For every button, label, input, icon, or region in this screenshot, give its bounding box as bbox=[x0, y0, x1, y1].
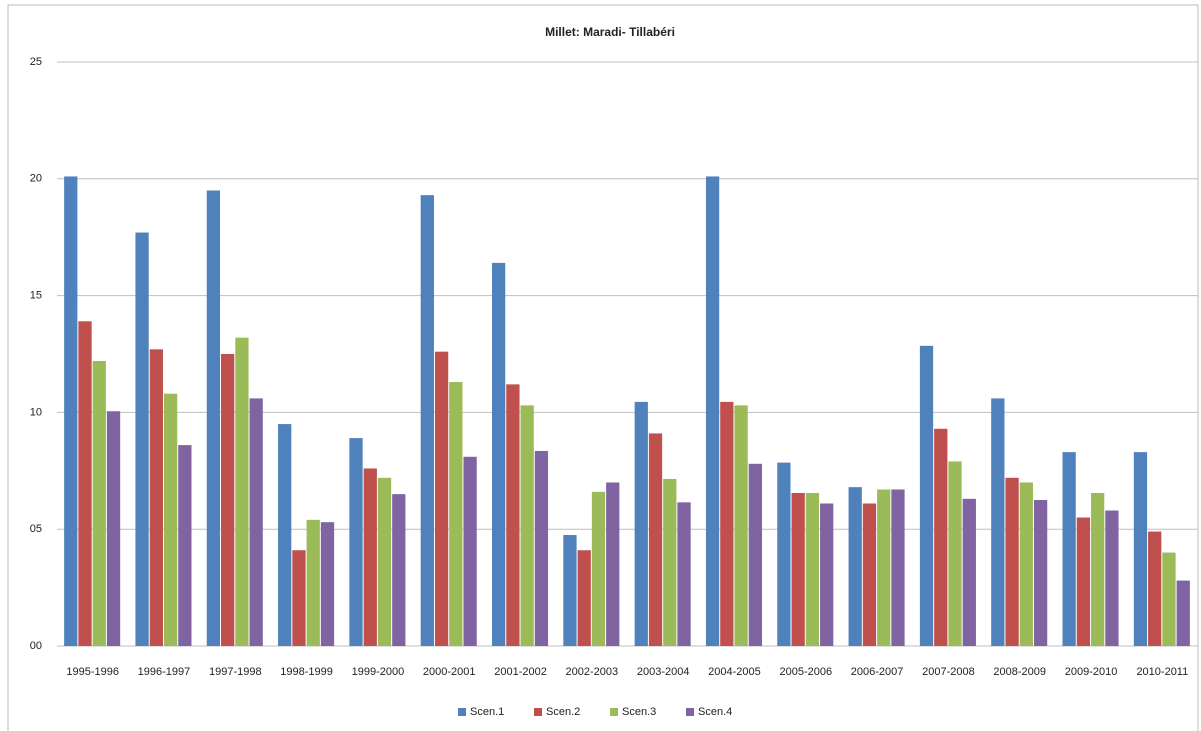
bar bbox=[1105, 510, 1119, 646]
bar bbox=[1019, 482, 1033, 646]
x-tick-label: 2008-2009 bbox=[993, 666, 1046, 678]
bar bbox=[178, 445, 192, 646]
legend-label: Scen.2 bbox=[546, 706, 580, 718]
bar bbox=[163, 393, 178, 646]
legend-label: Scen.4 bbox=[698, 706, 732, 718]
bar bbox=[791, 492, 805, 646]
bar bbox=[135, 232, 149, 646]
x-tick-label: 2009-2010 bbox=[1065, 666, 1118, 678]
bar bbox=[1005, 477, 1019, 646]
bar bbox=[492, 262, 506, 646]
bar bbox=[648, 433, 663, 646]
x-tick-label: 2004-2005 bbox=[708, 666, 761, 678]
bar bbox=[349, 438, 363, 646]
bar bbox=[463, 456, 477, 646]
bar bbox=[392, 494, 406, 646]
y-tick-label: 20 bbox=[30, 173, 42, 185]
bar bbox=[506, 384, 520, 646]
bar bbox=[420, 195, 434, 647]
bar bbox=[292, 550, 306, 646]
x-tick-label: 1995-1996 bbox=[66, 666, 119, 678]
bar bbox=[820, 503, 834, 646]
bar bbox=[606, 482, 620, 646]
bar bbox=[1148, 531, 1162, 646]
y-tick-label: 00 bbox=[30, 640, 42, 652]
bar bbox=[563, 535, 577, 646]
y-tick-label: 10 bbox=[30, 406, 42, 418]
bar bbox=[1091, 492, 1105, 646]
bar bbox=[278, 424, 292, 646]
bar bbox=[734, 405, 748, 646]
bar bbox=[948, 461, 962, 646]
bar bbox=[877, 489, 891, 646]
bar bbox=[78, 321, 92, 646]
bar bbox=[748, 463, 762, 646]
x-tick-label: 1998-1999 bbox=[280, 666, 333, 678]
y-tick-label: 25 bbox=[30, 56, 42, 68]
legend-swatch bbox=[610, 708, 618, 716]
bar bbox=[320, 522, 335, 646]
bar bbox=[848, 487, 862, 646]
legend-swatch bbox=[534, 708, 542, 716]
bar bbox=[1162, 552, 1176, 646]
x-tick-label: 2006-2007 bbox=[851, 666, 904, 678]
chart-title: Millet: Maradi- Tillabéri bbox=[545, 25, 675, 39]
bar bbox=[663, 478, 677, 646]
bar bbox=[249, 398, 263, 646]
bar bbox=[534, 450, 549, 646]
bar bbox=[962, 498, 976, 646]
bar bbox=[434, 351, 449, 646]
legend-swatch bbox=[458, 708, 466, 716]
bar bbox=[92, 361, 106, 646]
legend-swatch bbox=[686, 708, 694, 716]
bar bbox=[149, 349, 163, 646]
x-tick-label: 2003-2004 bbox=[637, 666, 690, 678]
bar bbox=[64, 176, 78, 647]
bar bbox=[891, 489, 905, 646]
bar bbox=[1133, 452, 1148, 646]
bar bbox=[306, 519, 320, 646]
bar bbox=[677, 502, 691, 646]
legend-label: Scen.3 bbox=[622, 706, 656, 718]
bar bbox=[1062, 452, 1076, 646]
bar bbox=[449, 382, 463, 646]
bar bbox=[520, 405, 534, 646]
bar bbox=[634, 401, 648, 646]
bar bbox=[106, 411, 121, 646]
x-tick-label: 1996-1997 bbox=[138, 666, 191, 678]
bar bbox=[805, 492, 820, 646]
x-tick-label: 2007-2008 bbox=[922, 666, 975, 678]
x-tick-label: 2002-2003 bbox=[566, 666, 619, 678]
bar bbox=[862, 503, 877, 646]
x-tick-label: 1999-2000 bbox=[352, 666, 405, 678]
x-tick-label: 1997-1998 bbox=[209, 666, 262, 678]
bar bbox=[363, 468, 377, 646]
x-tick-label: 2005-2006 bbox=[779, 666, 832, 678]
legend-label: Scen.1 bbox=[470, 706, 504, 718]
bar bbox=[1033, 500, 1048, 646]
bar bbox=[934, 428, 948, 646]
bar bbox=[1176, 580, 1190, 646]
bar bbox=[919, 345, 934, 646]
x-tick-label: 2010-2011 bbox=[1136, 666, 1188, 678]
bar bbox=[377, 477, 392, 646]
y-tick-label: 05 bbox=[30, 523, 42, 535]
bar bbox=[705, 176, 720, 647]
bar bbox=[591, 491, 606, 646]
x-tick-label: 2000-2001 bbox=[423, 666, 476, 678]
bar bbox=[991, 398, 1005, 646]
bar bbox=[777, 462, 791, 646]
bar bbox=[1076, 517, 1091, 646]
bar bbox=[235, 337, 249, 646]
x-tick-label: 2001-2002 bbox=[494, 666, 547, 678]
bar bbox=[577, 550, 591, 646]
y-tick-label: 15 bbox=[30, 290, 42, 302]
bar bbox=[206, 190, 221, 647]
bar bbox=[221, 354, 235, 646]
bar bbox=[720, 401, 734, 646]
